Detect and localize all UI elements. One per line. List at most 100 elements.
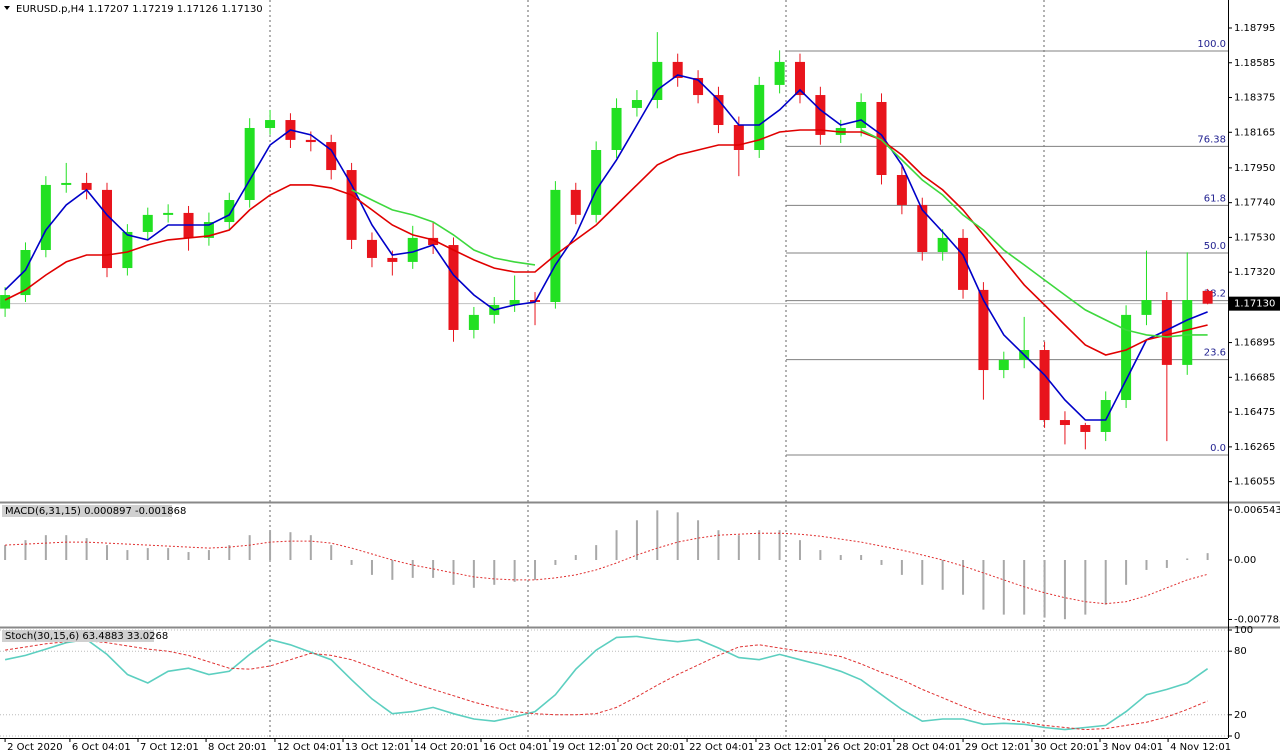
candle-body (591, 150, 602, 215)
candle-body (815, 95, 826, 135)
x-tick-label: 2 Oct 2020 (7, 742, 62, 753)
candle-body (244, 127, 255, 201)
y-tick-label: 100 (1234, 625, 1253, 636)
y-tick-label: 1.18165 (1234, 127, 1275, 138)
x-tick-label: 7 Oct 12:01 (140, 742, 199, 753)
candle-body (346, 170, 357, 240)
candle-body (122, 231, 133, 269)
candle-body (102, 189, 113, 269)
candle-body (1121, 314, 1132, 401)
x-tick-label: 13 Oct 12:01 (345, 742, 410, 753)
candle-body (733, 125, 744, 151)
fib-label: 100.0 (1197, 39, 1226, 50)
y-tick-label: 1.18585 (1234, 58, 1275, 69)
candle-body (998, 359, 1009, 371)
x-tick-label: 23 Oct 12:01 (758, 742, 823, 753)
candle-body (448, 245, 459, 330)
x-tick-label: 19 Oct 12:01 (552, 742, 617, 753)
moving-average (4, 74, 1208, 421)
x-tick-label: 16 Oct 04:01 (483, 742, 548, 753)
stoch-main (4, 635, 1209, 731)
y-tick-label: 1.16895 (1234, 338, 1275, 349)
candle-body (1039, 350, 1050, 421)
y-tick-label: 1.16265 (1234, 442, 1275, 453)
x-tick-label: 3 Nov 04:01 (1102, 742, 1163, 753)
candle-body (468, 314, 479, 330)
candle-body (611, 107, 622, 151)
candle-body (570, 189, 581, 215)
y-tick-label: 80 (1234, 646, 1247, 657)
moving-average (4, 129, 1208, 356)
x-tick-label: 30 Oct 20:01 (1034, 742, 1099, 753)
candle-body (81, 182, 92, 190)
fib-label: 50.0 (1204, 241, 1226, 252)
candle-body (61, 182, 72, 185)
candle-body (917, 204, 928, 252)
x-tick-label: 20 Oct 20:01 (620, 742, 685, 753)
candle-body (1161, 300, 1172, 365)
candle-body (754, 84, 765, 151)
x-tick-label: 14 Oct 20:01 (414, 742, 479, 753)
y-tick-label: 1.17950 (1234, 163, 1275, 174)
candle-body (652, 61, 663, 101)
candle-body (203, 222, 214, 238)
candle-body (713, 95, 724, 126)
candle-body (876, 101, 887, 176)
title-background (2, 630, 154, 642)
candle-body (1059, 420, 1070, 426)
candle-body (1100, 400, 1111, 432)
title-background (2, 505, 172, 517)
x-tick-label: 12 Oct 04:01 (277, 742, 342, 753)
candle-body (794, 61, 805, 96)
candle-body (163, 212, 174, 215)
fib-label: 38.2 (1204, 289, 1226, 300)
candle-body (856, 101, 867, 128)
candle-body (978, 289, 989, 371)
y-tick-label: 1.17740 (1234, 198, 1275, 209)
last-price-label: 1.17130 (1234, 299, 1275, 310)
fib-label: 0.0 (1210, 443, 1226, 454)
candle-body (937, 237, 948, 252)
panel-title: Stoch(30,15,6) 63.4883 33.0268 (5, 631, 168, 642)
y-tick-label: 0.00 (1234, 555, 1256, 566)
candle-body (896, 175, 907, 205)
menu-triangle (4, 6, 10, 10)
signal-line (5, 532, 1208, 605)
candle-body (0, 295, 11, 309)
candle-body (407, 237, 418, 262)
x-tick-label: 29 Oct 12:01 (965, 742, 1030, 753)
candle-body (958, 237, 969, 290)
fib-label: 76.38 (1197, 134, 1226, 145)
candle-body (387, 257, 398, 262)
last-price-box (1228, 296, 1280, 311)
candle-body (693, 77, 704, 96)
candle-body (509, 300, 520, 305)
stoch-signal (5, 640, 1208, 731)
fib-label: 23.6 (1204, 348, 1226, 359)
candle-body (631, 100, 642, 108)
y-tick-label: 1.16475 (1234, 407, 1275, 418)
y-tick-label: 0.006543 (1234, 505, 1280, 516)
chart-title: EURUSD.p,H4 1.17207 1.17219 1.17126 1.17… (16, 4, 263, 15)
x-tick-label: 6 Oct 04:01 (72, 742, 131, 753)
candle-body (366, 239, 377, 258)
y-tick-label: 1.18795 (1234, 23, 1275, 34)
x-tick-label: 26 Oct 20:01 (827, 742, 892, 753)
y-tick-label: 1.16685 (1234, 372, 1275, 383)
candle-body (1080, 425, 1091, 432)
y-tick-label: 1.18375 (1234, 93, 1275, 104)
fib-label: 61.8 (1204, 193, 1226, 204)
candle-body (305, 139, 316, 143)
y-tick-label: 1.16055 (1234, 477, 1275, 488)
x-tick-label: 28 Oct 04:01 (896, 742, 961, 753)
y-tick-label: -0.007785 (1234, 614, 1280, 625)
candle-body (1141, 300, 1152, 315)
plot: 100.0 76.38 61.8 50.0 38.2 23.6 0.0 1.18795 1.18… (0, 23, 1280, 753)
candle-body (20, 250, 31, 296)
candle-body (672, 61, 683, 78)
candle-body (1182, 300, 1193, 365)
y-tick-label: 20 (1234, 710, 1247, 721)
candle-body (224, 200, 235, 223)
